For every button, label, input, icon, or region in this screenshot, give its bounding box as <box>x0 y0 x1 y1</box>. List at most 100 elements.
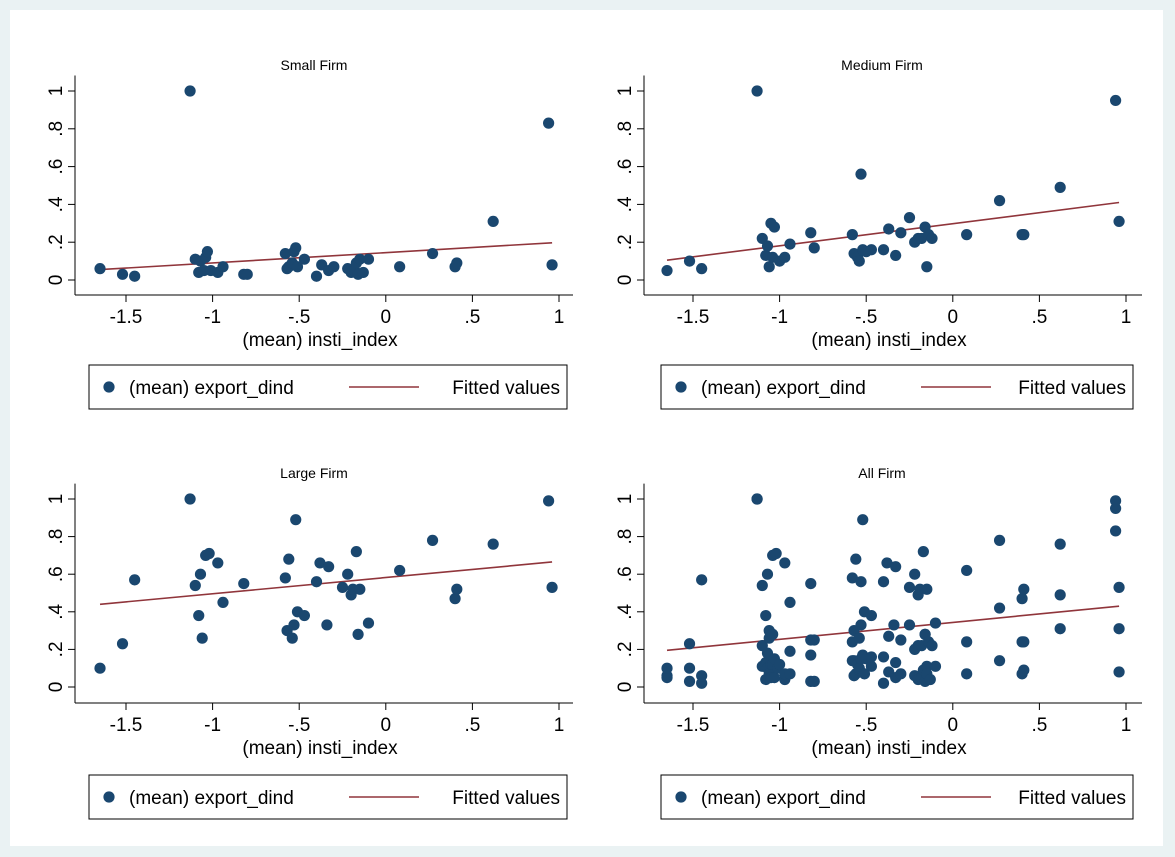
y-tick-label: .2 <box>46 234 67 250</box>
data-point <box>903 619 916 631</box>
x-tick-label: 1 <box>554 715 565 736</box>
x-tick-label: 1 <box>1121 307 1132 328</box>
data-point <box>94 662 106 674</box>
legend-marker-symbol <box>675 791 687 803</box>
data-point <box>877 651 890 663</box>
data-point <box>855 619 867 631</box>
data-point <box>917 546 929 558</box>
data-point <box>298 609 310 622</box>
x-axis-title: (mean) insti_index <box>242 738 398 759</box>
data-point <box>850 553 862 565</box>
data-point <box>883 630 895 642</box>
data-point <box>354 253 366 265</box>
data-point <box>924 673 936 686</box>
legend-line-label: Fitted values <box>1018 788 1126 809</box>
data-point <box>921 261 933 273</box>
data-point <box>763 261 775 273</box>
data-point <box>767 628 779 640</box>
data-point <box>426 247 439 260</box>
data-point <box>394 564 406 577</box>
data-point <box>853 632 865 644</box>
data-point <box>774 658 786 671</box>
x-tick-label: 0 <box>381 307 392 328</box>
data-point <box>805 649 817 661</box>
data-point <box>342 568 354 580</box>
y-tick-label: .8 <box>615 121 636 137</box>
data-point <box>865 609 877 622</box>
legend: (mean) export_dind Fitted values <box>660 774 1134 820</box>
data-point <box>683 255 696 267</box>
data-point <box>310 270 323 282</box>
y-tick-label: 1 <box>46 86 67 97</box>
panel-title: Large Firm <box>280 465 348 481</box>
data-point <box>895 227 907 239</box>
fitted-line <box>99 561 553 606</box>
legend-marker-symbol <box>675 381 687 393</box>
data-point <box>883 223 895 235</box>
data-point <box>784 668 796 680</box>
data-point <box>279 247 291 260</box>
data-point <box>857 514 869 526</box>
x-tick-label: .5 <box>1031 715 1047 736</box>
data-point <box>865 660 877 672</box>
data-point <box>283 553 295 565</box>
data-point <box>189 579 201 592</box>
x-tick-label: -1 <box>771 715 788 736</box>
data-point <box>1054 181 1066 193</box>
legend-marker-label: (mean) export_dind <box>701 788 866 809</box>
data-point <box>696 670 708 682</box>
data-point <box>238 578 250 590</box>
data-point <box>203 547 215 560</box>
legend-marker-label: (mean) export_dind <box>701 378 866 399</box>
y-tick-label: .2 <box>615 234 636 250</box>
data-point <box>196 632 208 644</box>
panel-title: All Firm <box>858 465 905 481</box>
data-point <box>394 261 406 273</box>
y-tick-label: .4 <box>615 603 636 619</box>
legend-line-label: Fitted values <box>1018 378 1126 399</box>
data-point <box>855 576 867 588</box>
data-point <box>217 596 229 609</box>
data-point <box>855 168 867 180</box>
legend-box <box>660 364 1134 410</box>
data-point <box>354 583 366 595</box>
data-point <box>683 638 696 650</box>
data-point <box>184 85 196 97</box>
panel-title: Medium Firm <box>841 57 923 73</box>
x-axis-title: (mean) insti_index <box>811 738 967 759</box>
data-point <box>357 266 369 279</box>
plot-area-background <box>10 10 1163 846</box>
data-point <box>865 651 877 663</box>
data-point <box>1054 538 1066 550</box>
data-point <box>1110 94 1122 107</box>
x-tick-label: -.5 <box>855 715 877 736</box>
x-tick-label: -1 <box>771 307 788 328</box>
data-point <box>314 557 326 569</box>
data-point <box>184 493 196 505</box>
data-point <box>1018 636 1030 648</box>
y-tick-label: .4 <box>46 196 67 212</box>
data-point <box>212 557 224 569</box>
legend-marker-label: (mean) export_dind <box>129 788 294 809</box>
data-point <box>993 655 1006 667</box>
data-point <box>487 538 499 550</box>
data-point <box>129 270 141 282</box>
data-point <box>1113 215 1125 228</box>
data-point <box>865 244 877 256</box>
data-point <box>661 264 673 277</box>
data-point <box>877 677 890 689</box>
legend-box <box>660 774 1134 820</box>
data-point <box>116 268 129 280</box>
data-point <box>310 576 323 588</box>
data-point <box>993 534 1006 546</box>
data-point <box>784 596 796 609</box>
data-point <box>241 268 253 280</box>
x-axis-title: (mean) insti_index <box>242 330 398 351</box>
data-point <box>877 576 890 588</box>
data-point <box>895 634 907 646</box>
legend-box <box>88 774 568 820</box>
x-tick-label: 1 <box>554 307 565 328</box>
data-point <box>890 249 902 262</box>
x-tick-label: -1 <box>204 307 221 328</box>
